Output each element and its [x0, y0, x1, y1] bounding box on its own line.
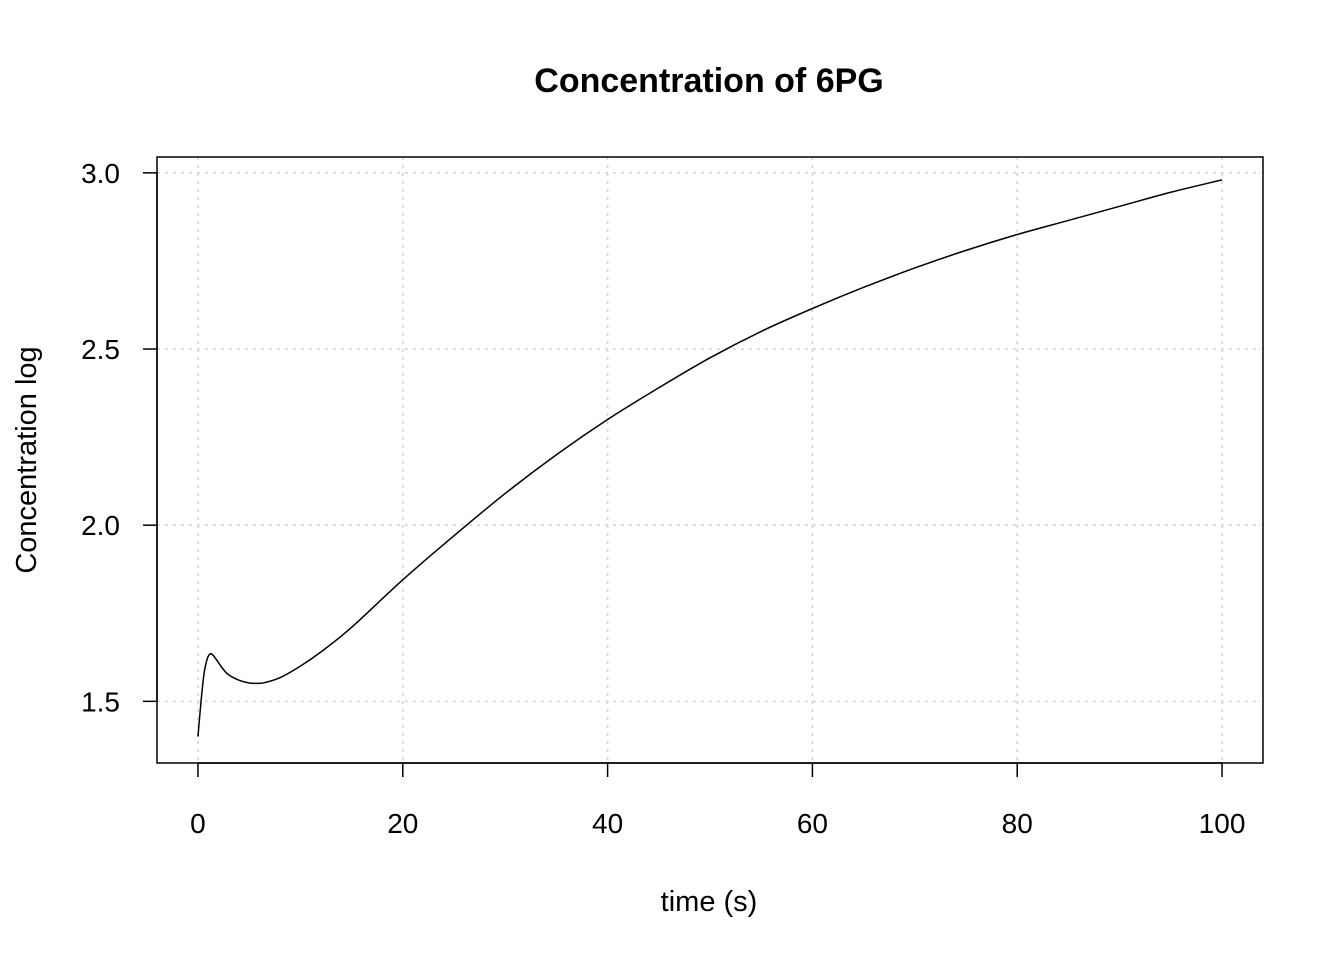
series-layer: [197, 179, 1223, 737]
y-tick-label: 2.0: [81, 510, 120, 541]
y-tick-label: 3.0: [81, 158, 120, 189]
x-axis-label: time (s): [661, 886, 758, 918]
x-tick-label: 60: [797, 808, 828, 839]
y-tick-label: 2.5: [81, 334, 120, 365]
y-axis: 1.5 2.0 2.5 3.0: [81, 158, 158, 717]
x-tick-label: 40: [592, 808, 623, 839]
x-tick-label: 100: [1199, 808, 1246, 839]
x-tick-label: 20: [387, 808, 418, 839]
chart-title: Concentration of 6PG: [534, 62, 883, 100]
series-line: [197, 179, 1223, 737]
grid: [157, 157, 1263, 763]
x-tick-label: 80: [1002, 808, 1033, 839]
x-tick-label: 0: [190, 808, 206, 839]
x-axis: 0 20 40 60 80 100: [190, 762, 1246, 839]
y-axis-label: Concentration log: [11, 346, 43, 573]
y-tick-label: 1.5: [81, 686, 120, 717]
plot-frame: [156, 156, 1264, 764]
